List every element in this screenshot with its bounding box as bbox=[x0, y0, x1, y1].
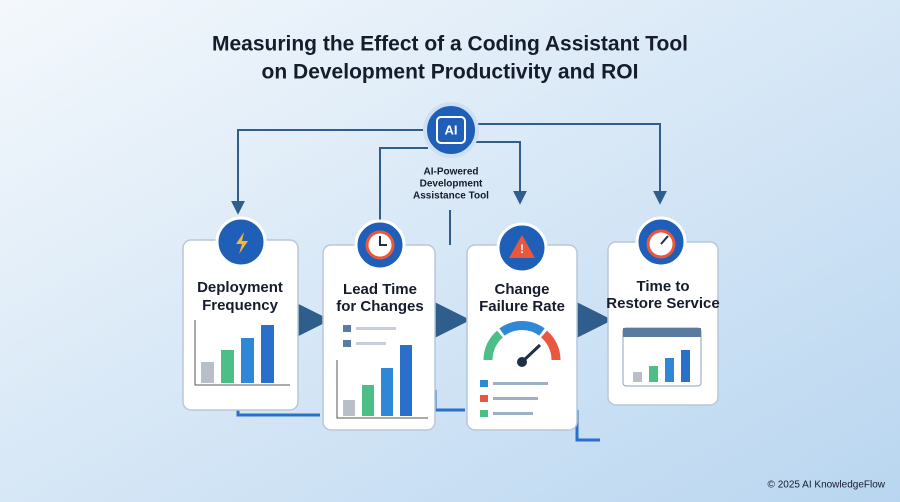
gauge bbox=[480, 321, 561, 417]
card-title: Time to bbox=[636, 278, 689, 295]
card-title: Lead Time bbox=[343, 281, 417, 298]
card-title: Frequency bbox=[202, 297, 279, 314]
mini-window bbox=[622, 327, 702, 387]
hub-label: Assistance Tool bbox=[413, 191, 489, 202]
hub-label: AI-Powered bbox=[423, 167, 478, 178]
card-title: Failure Rate bbox=[479, 298, 565, 315]
card-title: Deployment bbox=[197, 279, 283, 296]
title: Measuring the Effect of a Coding Assista… bbox=[212, 33, 688, 56]
card bbox=[322, 244, 436, 431]
title: on Development Productivity and ROI bbox=[262, 61, 639, 84]
footer: © 2025 AI KnowledgeFlow bbox=[768, 480, 886, 491]
hub-icon-label: AI bbox=[445, 122, 458, 137]
card-title: Change bbox=[494, 281, 549, 298]
card-title: Restore Service bbox=[606, 295, 719, 312]
mini-chart bbox=[336, 325, 428, 419]
hub-label: Development bbox=[420, 179, 483, 190]
svg-text:!: ! bbox=[520, 242, 524, 256]
mini-chart bbox=[194, 320, 290, 386]
card-title: for Changes bbox=[336, 298, 424, 315]
